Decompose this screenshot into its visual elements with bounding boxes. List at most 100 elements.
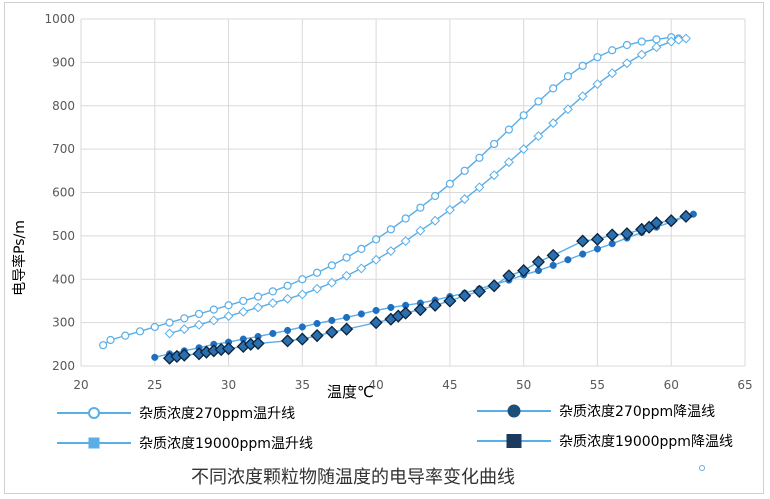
data-point: [533, 131, 544, 142]
data-point: [312, 283, 323, 294]
data-point: [281, 334, 295, 348]
data-point: [223, 311, 234, 322]
data-point: [579, 250, 587, 258]
data-point: [458, 289, 472, 303]
data-point: [563, 72, 573, 81]
data-point: [652, 35, 661, 44]
data-point: [622, 40, 632, 50]
data-point: [400, 236, 411, 247]
data-point: [282, 293, 293, 304]
data-point: [310, 329, 324, 343]
plot-area: 200 300 400 500 600 700 800 900 1000 20 25 30 35 40 4…: [44, 12, 752, 392]
data-point: [284, 326, 292, 334]
data-point: [99, 341, 108, 350]
data-point: [534, 97, 543, 106]
y-tick-label: 300: [52, 316, 75, 330]
data-point: [327, 261, 336, 270]
legend-item-19000-rise: 杂质浓度19000ppm温升线: [57, 433, 313, 453]
data-point: [504, 125, 514, 134]
legend-item-270-fall: 杂质浓度270ppm降温线: [477, 401, 715, 421]
data-point: [224, 301, 233, 310]
stray-dot: [699, 465, 705, 471]
legend-item-270-rise: 杂质浓度270ppm温升线: [57, 403, 295, 423]
data-point: [413, 303, 427, 317]
data-point: [666, 36, 677, 47]
legend-label-270-rise: 杂质浓度270ppm温升线: [139, 406, 296, 422]
legend-marker-filled-circle: [477, 404, 551, 418]
y-tick-label: 500: [52, 229, 75, 243]
y-tick-label: 400: [52, 272, 75, 286]
data-point: [121, 331, 130, 340]
x-tick-labels: 20 25 30 35 40 45 50 55 60 65: [73, 378, 752, 392]
data-point: [283, 281, 292, 290]
data-point: [267, 298, 278, 309]
data-point: [679, 209, 693, 223]
data-point: [253, 292, 263, 301]
data-point: [251, 336, 265, 351]
data-point: [503, 157, 514, 168]
data-point: [297, 289, 308, 300]
data-point: [608, 46, 617, 55]
data-point: [607, 68, 618, 79]
data-point: [475, 153, 484, 162]
data-point: [328, 316, 336, 325]
x-tick-label: 25: [147, 378, 162, 392]
data-point: [502, 269, 516, 283]
data-point: [472, 284, 486, 298]
x-tick-label: 20: [73, 378, 88, 392]
y-tick-label: 1000: [44, 12, 75, 26]
data-point: [399, 306, 413, 320]
data-point: [135, 327, 145, 336]
data-point: [326, 277, 337, 288]
data-point: [431, 191, 440, 201]
y-axis-label: 电导率Ps/m: [12, 220, 28, 296]
data-point: [622, 58, 632, 69]
data-point: [593, 245, 601, 253]
data-point: [298, 275, 307, 284]
legend-item-19000-fall: 杂质浓度19000ppm降温线: [477, 431, 733, 451]
data-point: [490, 139, 499, 149]
y-tick-label: 900: [52, 55, 75, 69]
data-point: [386, 225, 395, 234]
data-point: [548, 118, 559, 129]
data-point: [517, 263, 531, 278]
data-point: [651, 42, 662, 53]
data-point: [372, 306, 380, 315]
data-point: [664, 214, 678, 228]
chart-frame: 200 300 400 500 600 700 800 900 1000 20 25 30 35 40 4…: [4, 2, 764, 494]
x-tick-label: 40: [368, 378, 383, 392]
legend-marker-open-circle: [57, 407, 131, 419]
data-point: [549, 261, 557, 269]
legend-label-270-fall: 杂质浓度270ppm降温线: [559, 404, 716, 420]
data-point: [649, 216, 664, 230]
data-point: [295, 332, 309, 346]
data-point: [238, 306, 249, 317]
legend-marker-square: [57, 437, 131, 449]
data-point: [430, 215, 441, 226]
data-point: [578, 61, 587, 70]
data-point: [636, 49, 647, 60]
data-point: [531, 255, 545, 269]
data-point: [546, 248, 560, 262]
data-point: [385, 246, 396, 257]
y-tick-label: 800: [52, 99, 75, 113]
data-point: [549, 84, 558, 93]
data-point: [518, 144, 529, 155]
legend-label-19000-rise: 杂质浓度19000ppm温升线: [139, 436, 313, 452]
data-point: [194, 309, 204, 319]
data-point: [298, 323, 306, 331]
data-point: [357, 244, 366, 253]
data-point: [415, 225, 426, 236]
x-tick-label: 55: [590, 378, 605, 392]
data-point: [313, 319, 321, 328]
data-series: [99, 33, 697, 365]
data-point: [239, 296, 248, 306]
data-point: [106, 335, 115, 345]
data-point: [487, 279, 501, 293]
data-point: [593, 53, 602, 62]
data-point: [637, 37, 646, 46]
data-point: [253, 302, 264, 313]
data-point: [209, 305, 218, 314]
data-point: [179, 324, 190, 335]
x-tick-label: 45: [442, 378, 457, 392]
